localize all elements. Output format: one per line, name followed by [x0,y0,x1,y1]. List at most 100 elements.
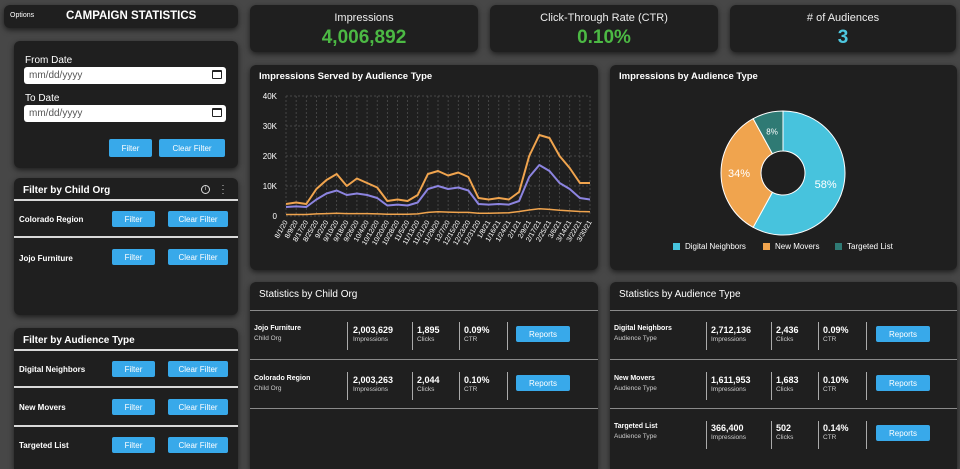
clicks-value: 1,895 [417,325,440,335]
ctr-label: CTR [464,336,478,343]
kpi-value: 0.10% [577,27,631,48]
stat-row-type: Audience Type [614,385,657,392]
clear-filter-button[interactable]: Clear Filter [168,211,228,227]
divider [14,349,238,351]
stat-row-name: Colorado Region [254,375,311,382]
divider [250,359,598,360]
impressions-value: 2,712,136 [711,325,752,335]
stat-row-name: Digital Neighbors [614,325,672,332]
clear-filter-button[interactable]: Clear Filter [168,361,228,377]
legend-item: Targeted List [835,242,893,251]
clear-filter-button[interactable]: Clear Filter [168,399,228,415]
donut-chart-title: Impressions by Audience Type [619,71,758,82]
divider [459,372,460,400]
kpi-card: Impressions 4,006,892 [250,5,478,52]
kpi-value: 4,006,892 [321,27,407,48]
divider [771,421,772,449]
y-tick-label: 30K [263,122,278,131]
divider [347,372,348,400]
from-date-placeholder: mm/dd/yyyy [29,70,83,81]
divider [14,199,238,201]
impressions-value: 1,611,953 [711,375,751,385]
donut-slice [720,117,774,229]
y-tick-label: 20K [263,152,278,161]
date-clear-filter-button[interactable]: Clear Filter [159,139,225,157]
to-date-label: To Date [25,93,60,104]
filter-button[interactable]: Filter [112,399,155,415]
line-chart-title: Impressions Served by Audience Type [259,71,433,82]
legend-item: New Movers [763,242,819,251]
title-bar: Options CAMPAIGN STATISTICS [4,5,238,28]
divider [866,322,867,350]
y-tick-label: 40K [263,92,278,101]
divider [610,359,957,360]
series-line [286,208,591,216]
y-tick-label: 10K [263,182,278,191]
y-tick-label: 0 [273,212,278,221]
to-date-input[interactable]: mm/dd/yyyy [24,105,226,122]
stat-row-name: New Movers [614,375,655,382]
series-line [285,134,590,205]
from-date-label: From Date [25,55,73,66]
reports-button[interactable]: Reports [516,375,570,391]
stat-row-name: Jojo Furniture [254,325,302,332]
divider [706,322,707,350]
divider [250,408,598,409]
ctr-value: 0.10% [464,375,490,385]
divider [818,421,819,449]
from-date-input[interactable]: mm/dd/yyyy [24,67,226,84]
audience-filter-panel: Filter by Audience Type Digital Neighbor… [14,328,238,469]
clear-filter-button[interactable]: Clear Filter [168,249,228,265]
clear-filter-button[interactable]: Clear Filter [168,437,228,453]
legend-swatch [835,243,842,250]
info-icon[interactable]: i [201,185,210,194]
legend-swatch [763,243,770,250]
ctr-value: 0.10% [823,375,849,385]
line-chart: 010K20K30K40K8/1/208/9/208/17/208/25/209… [263,92,594,247]
ctr-value: 0.09% [464,325,490,335]
child-org-filter-panel: Filter by Child Org i · · · Colorado Regio… [14,178,238,315]
kpi-card: Click-Through Rate (CTR) 0.10% [490,5,718,52]
clicks-value: 502 [776,423,792,433]
impressions-label: Impressions [353,386,389,393]
divider [610,408,957,409]
clicks-value: 1,683 [776,375,799,385]
reports-button[interactable]: Reports [876,375,930,391]
reports-button[interactable]: Reports [876,326,930,342]
stat-row-type: Child Org [254,335,282,342]
filter-row-label: Colorado Region [19,215,84,224]
page-title: CAMPAIGN STATISTICS [66,10,197,22]
kpi-card: # of Audiences 3 [730,5,956,52]
stat-row-type: Audience Type [614,433,657,440]
ctr-value: 0.09% [823,325,849,335]
ctr-label: CTR [823,386,837,393]
slice-label: 58% [815,179,837,191]
divider [706,372,707,400]
legend-swatch [673,243,680,250]
filter-button[interactable]: Filter [112,211,155,227]
divider [412,322,413,350]
more-options-icon[interactable]: · · · [221,180,225,198]
series-line [285,164,591,208]
divider [14,236,238,238]
calendar-icon[interactable] [212,70,222,79]
reports-button[interactable]: Reports [516,326,570,342]
date-filter-panel: From Date mm/dd/yyyy To Date mm/dd/yyyy … [14,41,238,168]
kpi-title: Click-Through Rate (CTR) [540,12,668,24]
filter-button[interactable]: Filter [112,437,155,453]
legend-label: Digital Neighbors [685,242,746,251]
divider [507,322,508,350]
stat-row-type: Child Org [254,385,282,392]
stat-row-type: Audience Type [614,335,657,342]
filter-button[interactable]: Filter [112,249,155,265]
calendar-icon[interactable] [212,108,222,117]
impressions-label: Impressions [711,434,747,441]
divider [507,372,508,400]
date-filter-button[interactable]: Filter [109,139,152,157]
filter-row-label: Jojo Furniture [19,254,73,263]
filter-button[interactable]: Filter [112,361,155,377]
options-button[interactable]: Options [10,12,35,19]
reports-button[interactable]: Reports [876,425,930,441]
slice-label: 34% [728,168,750,180]
clicks-label: Clicks [417,336,435,343]
